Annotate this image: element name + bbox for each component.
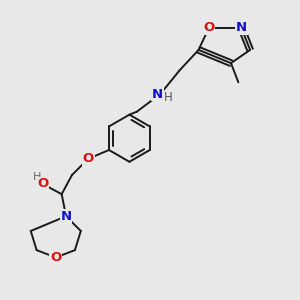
Text: H: H	[164, 91, 173, 104]
Text: N: N	[61, 210, 72, 223]
Text: O: O	[50, 251, 61, 264]
Text: O: O	[37, 177, 48, 190]
Text: N: N	[152, 88, 163, 100]
Text: N: N	[236, 21, 247, 34]
Text: O: O	[82, 152, 94, 165]
Text: O: O	[203, 21, 214, 34]
Text: H: H	[32, 172, 41, 182]
